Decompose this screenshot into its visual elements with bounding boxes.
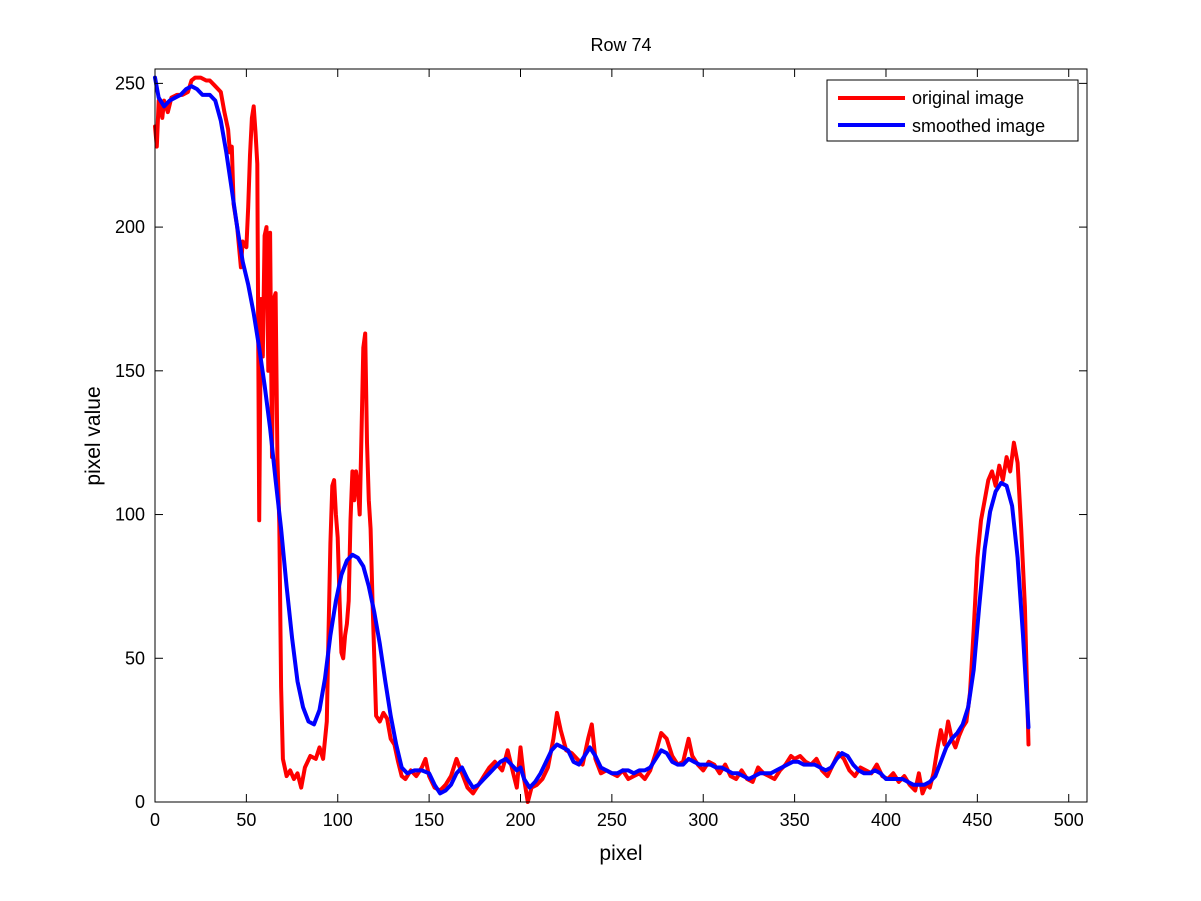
plot-area <box>155 69 1087 802</box>
legend-label-original: original image <box>912 88 1024 108</box>
legend-label-smoothed: smoothed image <box>912 116 1045 136</box>
x-tick-label-400: 400 <box>871 810 901 830</box>
y-tick-label-50: 50 <box>125 648 145 668</box>
series-line-smoothed <box>153 75 1031 796</box>
series-layer <box>153 75 1031 804</box>
y-tick-label-0: 0 <box>135 792 145 812</box>
chart-title: Row 74 <box>590 35 651 55</box>
x-tick-label-450: 450 <box>962 810 992 830</box>
x-tick-label-200: 200 <box>505 810 535 830</box>
x-tick-label-500: 500 <box>1054 810 1084 830</box>
x-tick-label-350: 350 <box>780 810 810 830</box>
x-axis-label: pixel <box>599 842 642 865</box>
y-tick-label-150: 150 <box>115 361 145 381</box>
x-tick-label-250: 250 <box>597 810 627 830</box>
tick-layer: 0 50 100 150 200 250 300 350 400 450 500 0 50 100 150 2… <box>115 69 1087 830</box>
y-axis-label: pixel value <box>82 386 105 485</box>
x-tick-label-300: 300 <box>688 810 718 830</box>
legend: original image smoothed image <box>826 79 1079 142</box>
y-tick-label-100: 100 <box>115 505 145 525</box>
legend-box <box>826 79 1079 142</box>
x-tick-label-150: 150 <box>414 810 444 830</box>
x-tick-label-0: 0 <box>150 810 160 830</box>
y-tick-label-200: 200 <box>115 217 145 237</box>
y-tick-label-250: 250 <box>115 73 145 93</box>
x-tick-label-100: 100 <box>323 810 353 830</box>
axes-box <box>154 68 1088 803</box>
x-tick-label-50: 50 <box>236 810 256 830</box>
